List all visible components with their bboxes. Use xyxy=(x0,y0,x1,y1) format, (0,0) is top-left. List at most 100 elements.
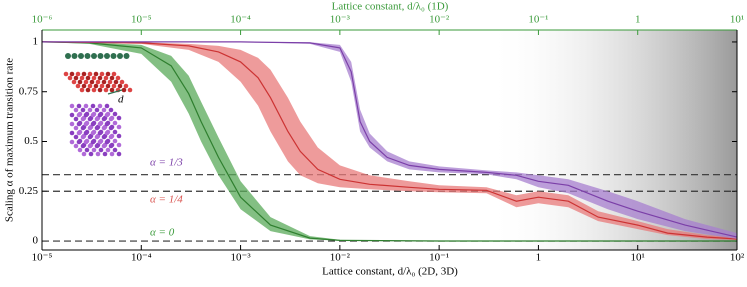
inset-atom xyxy=(69,121,75,127)
x2-axis-label: Lattice constant, d/λ₀ (1D) xyxy=(332,1,449,13)
y-axis-label: Scaling α of maximum transition rate xyxy=(4,58,16,222)
inset-atom xyxy=(94,125,100,131)
inset-atom xyxy=(91,147,97,153)
x-tick-label: 1 xyxy=(536,252,542,264)
inset-atom xyxy=(104,103,110,109)
x-tick-label: 10⁻⁴ xyxy=(131,252,152,264)
inset-atom xyxy=(95,79,101,85)
inset-atom xyxy=(85,87,91,93)
inset-atom xyxy=(97,130,103,136)
inset-atom xyxy=(80,107,86,113)
inset-atom xyxy=(75,83,81,89)
inset-atom xyxy=(117,83,123,89)
x2-tick-label: 1 xyxy=(635,14,641,26)
inset-atom xyxy=(63,71,69,77)
inset-atom xyxy=(97,103,103,109)
x-tick-label: 10⁻¹ xyxy=(429,252,449,264)
inset-atom xyxy=(83,121,89,127)
inset-atom xyxy=(87,83,93,89)
inset-atom xyxy=(69,139,75,145)
inset-illustration xyxy=(63,53,133,157)
reference-label: α = 0 xyxy=(150,227,175,239)
inset-atom xyxy=(127,87,133,93)
inset-atom xyxy=(77,147,83,153)
x-tick-label: 10⁻⁵ xyxy=(32,252,53,264)
x-axis-label: Lattice constant, d/λ₀ (2D, 3D) xyxy=(322,266,458,278)
inset-atom xyxy=(89,79,95,85)
inset-atom xyxy=(97,139,103,145)
inset-atom xyxy=(110,53,117,59)
inset-atom xyxy=(69,130,75,136)
inset-atom xyxy=(104,130,110,136)
inset-atom xyxy=(107,79,113,85)
inset-atom xyxy=(76,139,82,145)
inset-atom xyxy=(112,111,118,117)
inset-atom xyxy=(65,53,71,59)
inset-atom xyxy=(119,79,125,85)
inset-atom xyxy=(83,139,89,145)
shaded-region xyxy=(486,30,737,250)
y-tick-label: 1 xyxy=(33,35,39,47)
inset-atom xyxy=(94,116,100,122)
inset-atom xyxy=(83,103,89,109)
reference-label: α = 1/3 xyxy=(150,157,183,169)
inset-atom xyxy=(108,125,114,131)
x2-tick-label: 10⁻² xyxy=(429,14,450,26)
inset-atom xyxy=(116,151,122,157)
error-band xyxy=(42,41,737,240)
inset-atom xyxy=(97,121,103,127)
inset-atom xyxy=(97,112,103,118)
inset-atom xyxy=(90,139,96,145)
x2-tick-label: 10⁻¹ xyxy=(528,14,548,26)
inset-atom xyxy=(79,87,85,93)
inset-atom xyxy=(104,121,110,127)
data-line xyxy=(41,41,738,240)
inset-atom xyxy=(109,75,115,81)
inset-atom xyxy=(76,121,82,127)
inset-atom xyxy=(91,53,97,59)
inset-atom xyxy=(101,143,107,149)
inset-atom xyxy=(101,116,107,122)
inset-atom xyxy=(78,53,84,59)
inset-atom xyxy=(117,53,123,59)
inset-atom xyxy=(87,134,93,140)
inset-atom xyxy=(90,121,96,127)
inset-atom xyxy=(80,125,86,131)
x2-tick-label: 10⁻⁵ xyxy=(131,14,152,26)
inset-atom xyxy=(71,53,78,59)
inset-atom xyxy=(84,147,90,153)
inset-atom xyxy=(76,103,82,109)
data-line xyxy=(42,41,738,238)
inset-atom xyxy=(116,133,122,139)
y-tick-label: 0.5 xyxy=(24,135,38,147)
inset-atom xyxy=(80,134,86,140)
inset-atom xyxy=(101,107,107,113)
x-tick-label: 10¹ xyxy=(631,252,645,264)
inset-atom xyxy=(80,143,86,149)
inset-atom xyxy=(90,130,96,136)
inset-atom xyxy=(112,129,118,135)
inset-atom xyxy=(103,75,109,81)
inset-atom xyxy=(108,134,114,140)
x2-tick-label: 10⁻⁶ xyxy=(32,14,53,26)
inset-atom xyxy=(105,83,111,89)
inset-atom xyxy=(109,151,115,157)
inset-atom xyxy=(108,116,114,122)
inset-atom xyxy=(87,71,93,77)
inset-atom xyxy=(105,147,111,153)
inset-atom xyxy=(81,71,87,77)
inset-atom xyxy=(76,112,82,118)
inset-atom xyxy=(116,142,122,148)
inset-atom xyxy=(85,75,91,81)
inset-atom xyxy=(108,107,114,113)
inset-atom xyxy=(83,130,89,136)
inset-atom xyxy=(111,83,117,89)
inset-atom xyxy=(104,112,110,118)
inset-label: d xyxy=(118,94,124,106)
inset-atom xyxy=(91,75,97,81)
x-tick-label: 10⁻³ xyxy=(231,252,252,264)
inset-atom xyxy=(73,134,79,140)
inset-atom xyxy=(79,75,85,81)
x2-tick-label: 10¹ xyxy=(730,14,744,26)
